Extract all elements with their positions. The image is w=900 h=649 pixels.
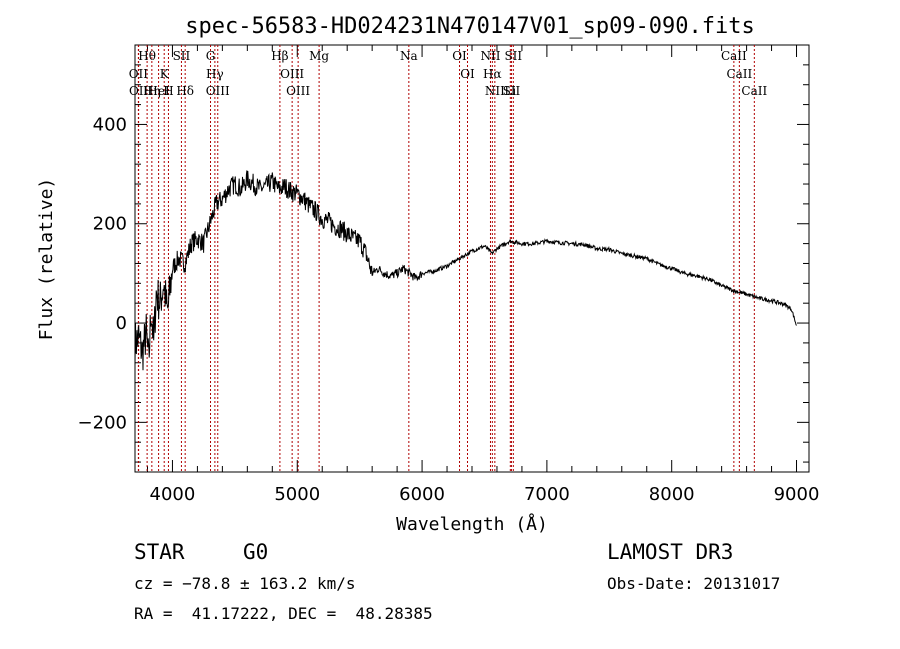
spectral-line-label: OII	[129, 84, 149, 98]
x-tick-label: 4000	[150, 484, 196, 505]
x-tick-label: 9000	[774, 484, 820, 505]
spectral-line-label: NII	[480, 49, 500, 63]
spectral-line-label: NII	[485, 84, 505, 98]
tick-labels: 4000 5000 6000 7000 8000 9000 −200 0 200 400	[78, 114, 820, 505]
spectral-line-label: Hγ	[206, 67, 224, 81]
redshift-text: cz = −78.8 ± 163.2 km/s	[134, 574, 356, 593]
spectral-line-label: Hθ	[138, 49, 156, 63]
y-axis-label: Flux (relative)	[36, 178, 57, 341]
spectral-line-label: G	[206, 49, 216, 63]
y-tick-label: 0	[116, 313, 127, 334]
y-tick-label: −200	[78, 412, 127, 433]
spectral-line-label: CaII	[726, 67, 752, 81]
spectral-line-label: Hβ	[271, 49, 288, 63]
spectral-line-label: OIII	[206, 84, 230, 98]
spectral-line-label: Li	[504, 84, 516, 98]
object-subclass: G0	[243, 540, 269, 564]
major-ticks	[135, 45, 809, 472]
chart-title: spec-56583-HD024231N470147V01_sp09-090.f…	[185, 14, 755, 39]
spectral-line-label: Hη	[143, 84, 161, 98]
spectral-line-label: Hα	[483, 67, 502, 81]
spectral-line-label: Mg	[309, 49, 329, 63]
spectral-line-label: SII	[504, 49, 522, 63]
spectral-line-label: K	[160, 67, 170, 81]
y-tick-label: 400	[93, 114, 127, 135]
spectral-line-label: CaII	[741, 84, 767, 98]
x-tick-label: 7000	[524, 484, 570, 505]
y-tick-label: 200	[93, 214, 127, 235]
object-class: STAR	[134, 540, 185, 564]
spectral-line-label: Na	[400, 49, 418, 63]
minor-ticks	[135, 45, 809, 472]
obs-date-text: Obs-Date: 20131017	[607, 574, 781, 593]
spectral-line-label: OI	[452, 49, 467, 63]
spectral-line-label: HeI	[147, 84, 170, 98]
x-tick-label: 5000	[274, 484, 320, 505]
spectral-line-label: SII	[503, 84, 521, 98]
x-tick-label: 6000	[399, 484, 445, 505]
coordinates-text: RA = 41.17222, DEC = 48.28385	[134, 604, 433, 623]
spectral-line-marks	[137, 45, 755, 472]
spectral-line-label: OIII	[280, 67, 304, 81]
spectral-line-label: OII	[129, 67, 149, 81]
spectral-line-label: OIII	[286, 84, 310, 98]
x-axis-label: Wavelength (Å)	[396, 513, 548, 535]
spectral-line-label: OI	[460, 67, 475, 81]
spectral-line-label: CaII	[721, 49, 747, 63]
spectrum-series-line	[134, 170, 797, 371]
spectral-line-label: Hδ	[176, 84, 194, 98]
spectral-line-label: SII	[173, 49, 191, 63]
spectral-line-label: H	[163, 84, 173, 98]
x-tick-label: 8000	[649, 484, 695, 505]
plot-frame	[134, 44, 810, 473]
survey-name: LAMOST DR3	[607, 540, 734, 564]
